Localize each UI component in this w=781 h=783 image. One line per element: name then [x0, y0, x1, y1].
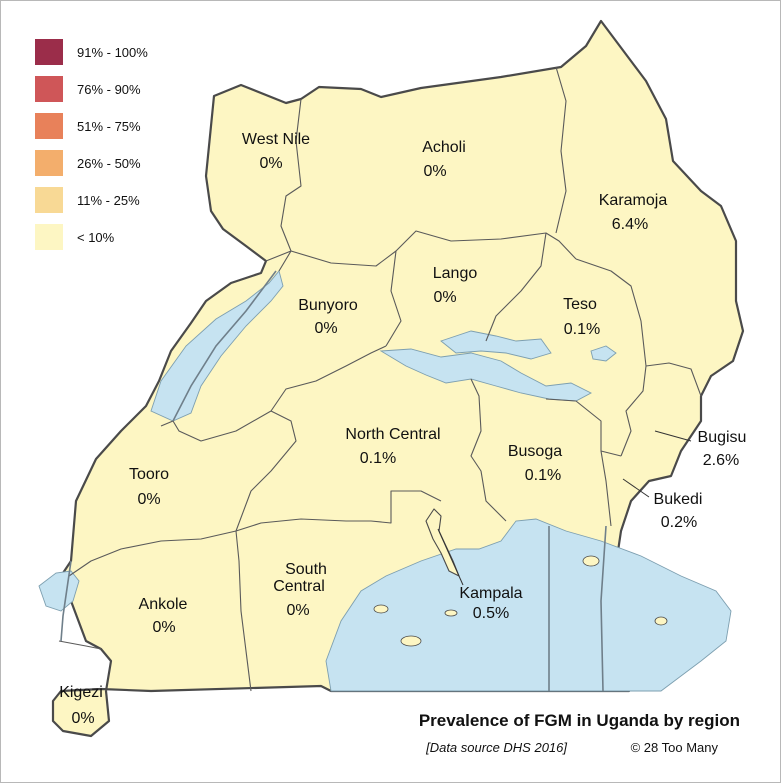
- region-name-tooro: Tooro: [129, 466, 169, 483]
- international-borders-in-lakes: [60, 270, 607, 692]
- region-name-teso: Teso: [563, 296, 597, 313]
- kampala-leader-line: [437, 528, 464, 586]
- region-value-bugisu: 2.6%: [703, 452, 739, 469]
- bukedi-leader-line: [622, 478, 650, 498]
- legend: 91% - 100% 76% - 90% 51% - 75% 26% - 50% 11%…: [35, 39, 148, 250]
- legend-label-3: 26% - 50%: [77, 156, 141, 171]
- map-title: Prevalence of FGM in Uganda by region: [419, 711, 740, 730]
- region-name-north-central: North Central: [345, 426, 440, 443]
- legend-label-0: 91% - 100%: [77, 45, 148, 60]
- region-value-ankole: 0%: [152, 619, 175, 636]
- legend-swatch-1: [35, 76, 63, 102]
- region-name-ankole: Ankole: [139, 596, 188, 613]
- legend-swatch-2: [35, 113, 63, 139]
- region-value-kampala: 0.5%: [473, 605, 509, 622]
- legend-swatch-4: [35, 187, 63, 213]
- region-boundaries: [58, 66, 702, 692]
- legend-swatch-3: [35, 150, 63, 176]
- region-name-west-nile: West Nile: [242, 131, 310, 148]
- region-value-teso: 0.1%: [564, 321, 600, 338]
- region-value-lango: 0%: [433, 289, 456, 306]
- region-labels: West Nile 0% Acholi 0% Karamoja 6.4% Lan…: [59, 131, 746, 727]
- region-value-karamoja: 6.4%: [612, 216, 648, 233]
- lake-islands: [373, 555, 668, 647]
- legend-swatch-5: [35, 224, 63, 250]
- lake-victoria: [325, 518, 732, 692]
- lake-edward: [38, 570, 80, 612]
- legend-label-4: 11% - 25%: [77, 193, 140, 208]
- legend-label-1: 76% - 90%: [77, 82, 141, 97]
- region-name-south-central-1: South: [285, 561, 327, 578]
- copyright: © 28 Too Many: [631, 740, 719, 755]
- legend-label-2: 51% - 75%: [77, 119, 141, 134]
- region-value-bunyoro: 0%: [314, 320, 337, 337]
- data-source: [Data source DHS 2016]: [425, 740, 567, 755]
- region-name-south-central-2: Central: [273, 578, 325, 595]
- region-value-tooro: 0%: [137, 491, 160, 508]
- lake-bisina: [590, 345, 617, 362]
- region-value-bukedi: 0.2%: [661, 514, 697, 531]
- lake-kyoga: [379, 348, 592, 402]
- region-value-acholi: 0%: [423, 163, 446, 180]
- region-value-north-central: 0.1%: [360, 450, 396, 467]
- region-name-karamoja: Karamoja: [599, 192, 668, 209]
- legend-label-5: < 10%: [77, 230, 115, 245]
- region-name-acholi: Acholi: [422, 139, 466, 156]
- region-name-lango: Lango: [433, 265, 478, 282]
- region-name-busoga: Busoga: [508, 443, 562, 460]
- region-value-south-central: 0%: [286, 602, 309, 619]
- region-name-kampala: Kampala: [459, 585, 522, 602]
- region-value-west-nile: 0%: [259, 155, 282, 172]
- region-value-kigezi: 0%: [71, 710, 94, 727]
- region-name-kigezi: Kigezi: [59, 684, 103, 701]
- region-name-bugisu: Bugisu: [698, 429, 747, 446]
- region-name-bunyoro: Bunyoro: [298, 297, 358, 314]
- legend-swatch-0: [35, 39, 63, 65]
- kampala-region: [425, 508, 460, 577]
- bugisu-leader-line: [654, 430, 692, 442]
- region-name-bukedi: Bukedi: [654, 491, 703, 508]
- region-value-busoga: 0.1%: [525, 467, 561, 484]
- lake-kwania: [440, 330, 552, 360]
